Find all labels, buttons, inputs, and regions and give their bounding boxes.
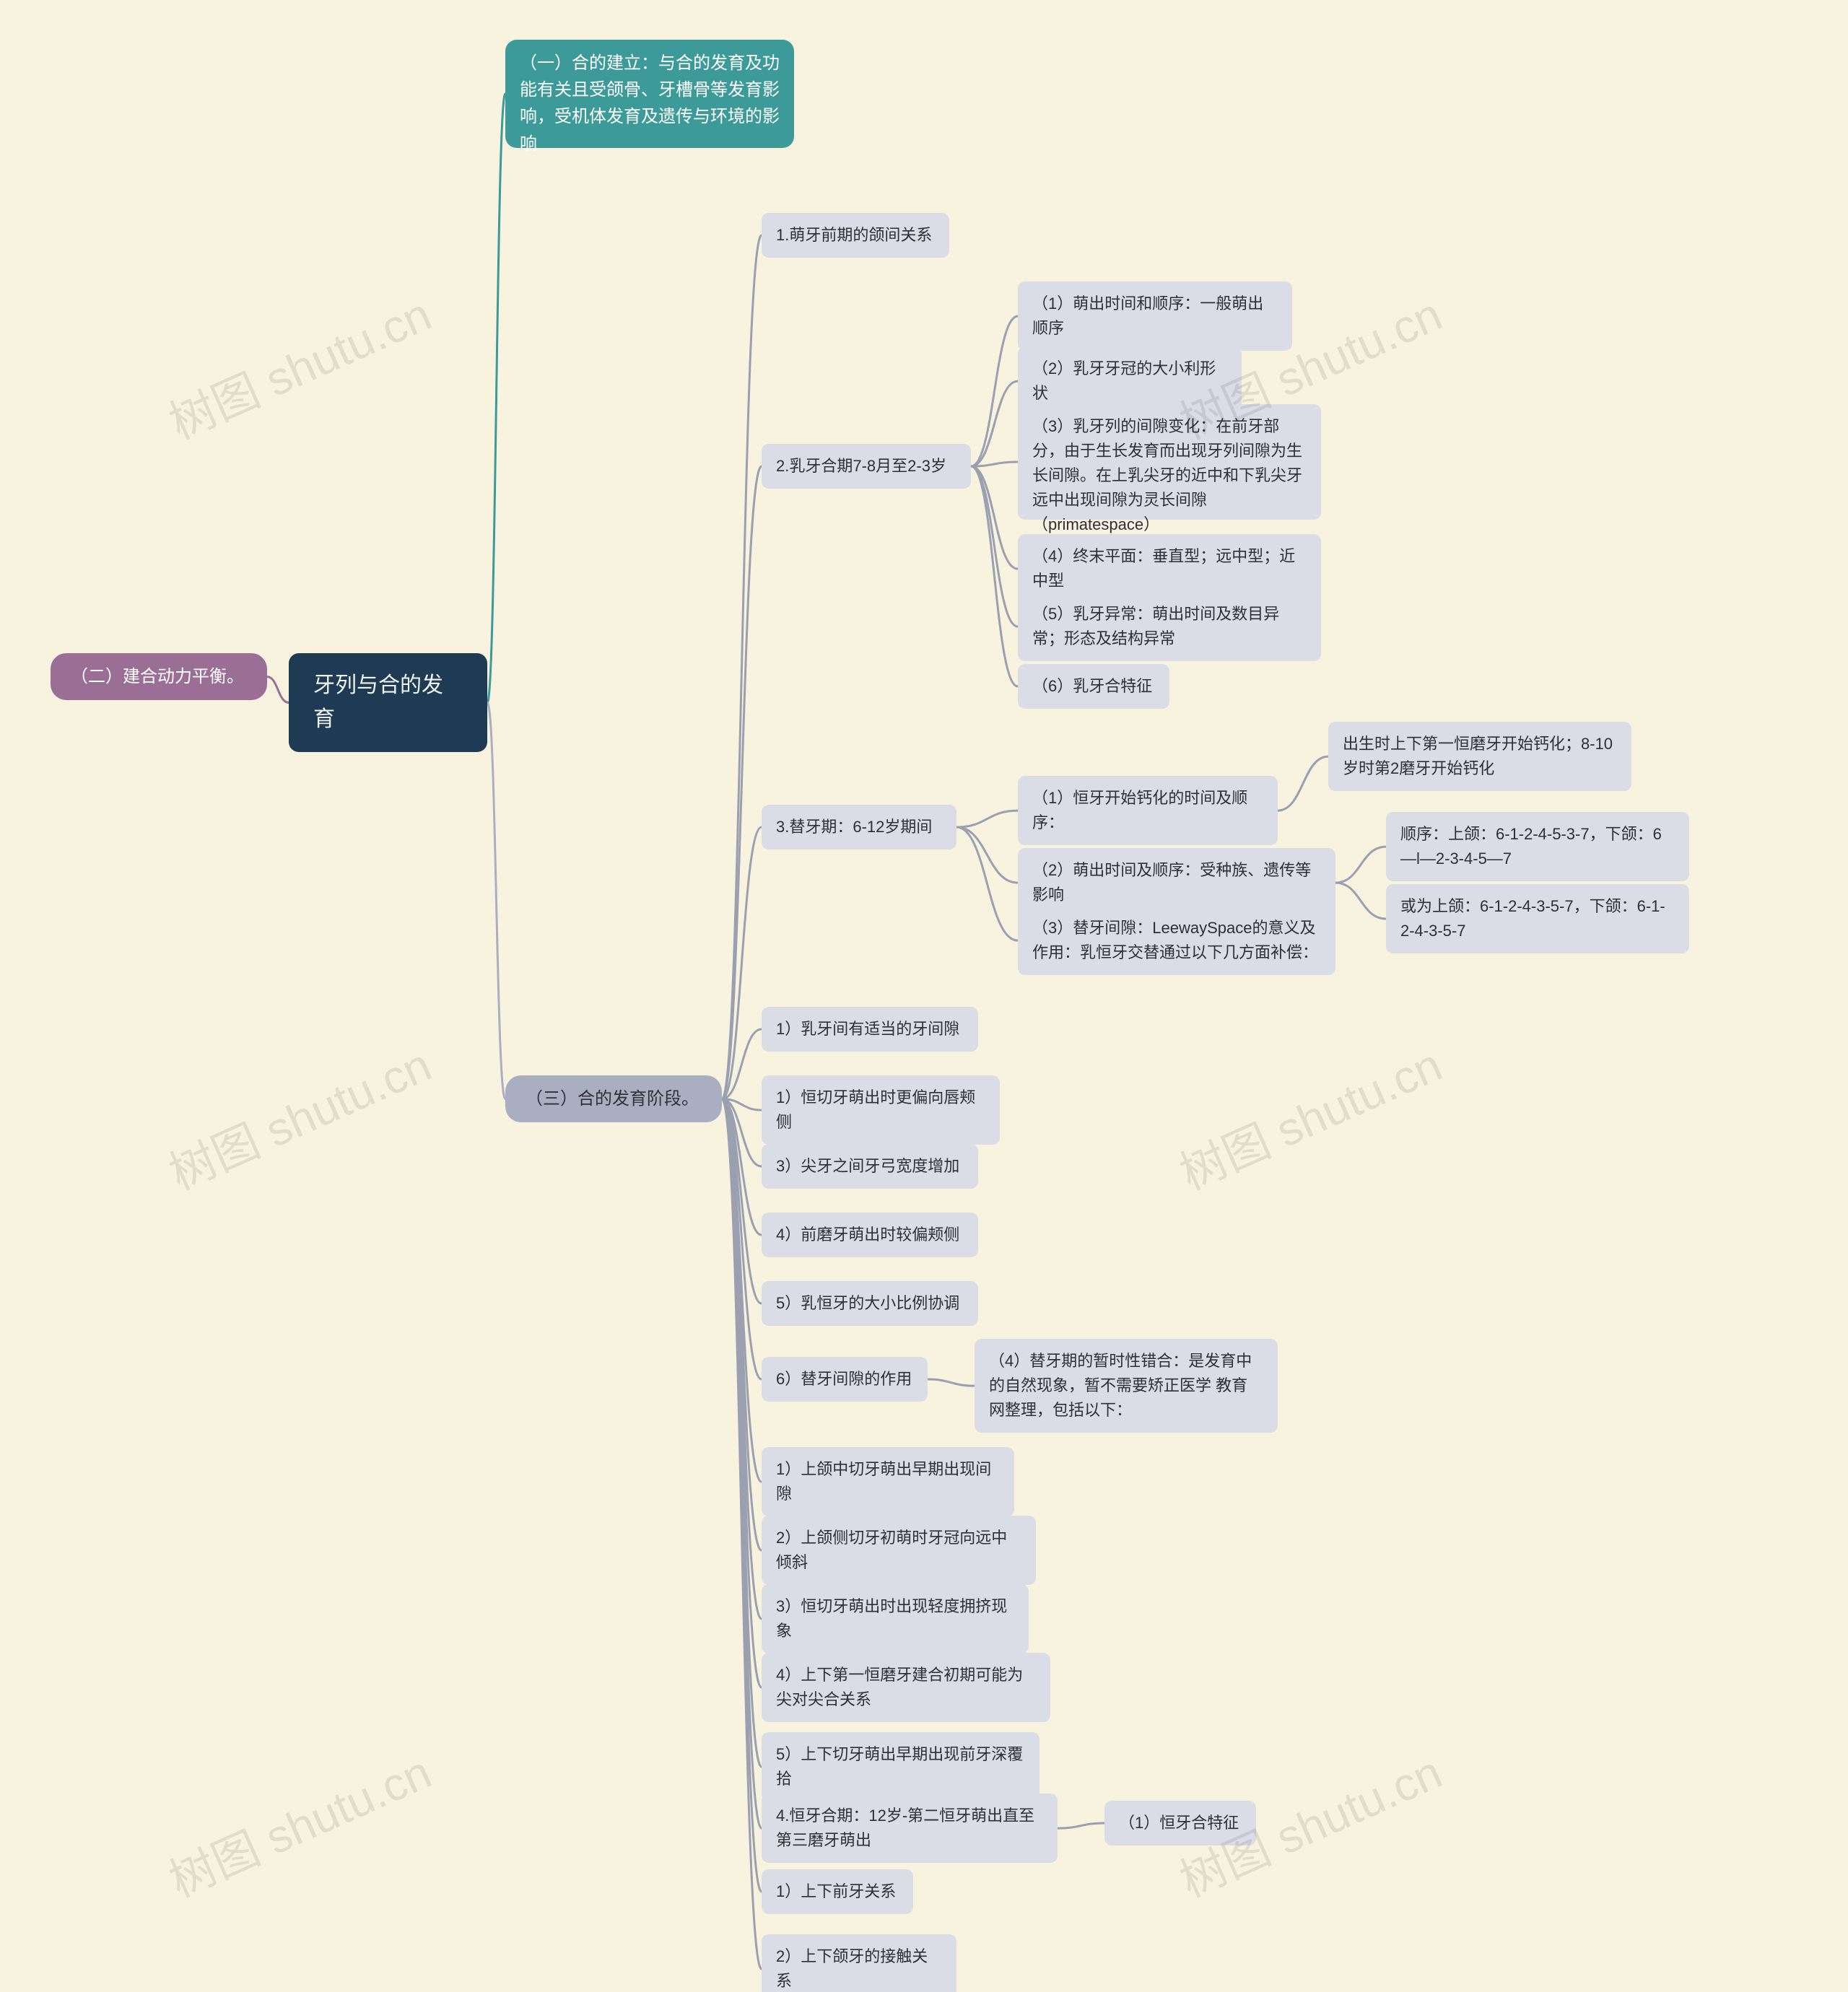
connector: [1335, 847, 1386, 883]
node-c10: 1）上颌中切牙萌出早期出现间隙: [762, 1447, 1014, 1516]
connector: [971, 381, 1018, 466]
node-c17: 2）上下颌牙的接触关系: [762, 1934, 956, 1992]
connector: [722, 1029, 762, 1099]
connector: [971, 316, 1018, 466]
node-c11: 2）上颌侧切牙初萌时牙冠向远中倾斜: [762, 1516, 1036, 1585]
connector: [722, 1099, 762, 1768]
connector: [928, 1379, 975, 1386]
connector: [722, 235, 762, 1099]
connector: [722, 1099, 762, 1111]
connector: [722, 1099, 762, 1829]
connector: [1335, 883, 1386, 919]
connector: [722, 827, 762, 1099]
node-c8: 5）乳恒牙的大小比例协调: [762, 1281, 978, 1326]
connector: [1058, 1823, 1104, 1828]
node-d9: （3）替牙间隙：LeewaySpace的意义及作用：乳恒牙交替通过以下几方面补偿…: [1018, 906, 1335, 975]
node-e1: 出生时上下第一恒磨牙开始钙化；8-10岁时第2磨牙开始钙化: [1328, 722, 1631, 791]
node-c3: 3.替牙期：6-12岁期间: [762, 805, 956, 849]
connector: [722, 1099, 762, 1620]
connector: [971, 466, 1018, 569]
root-node: 牙列与合的发育: [289, 653, 487, 752]
node-c15: 4.恒牙合期：12岁-第二恒牙萌出直至第三磨牙萌出: [762, 1794, 1058, 1863]
connector: [1278, 756, 1328, 811]
node-d3: （3）乳牙列的间隙变化：在前牙部分，由于生长发育而出现牙列间隙为生长间隙。在上乳…: [1018, 404, 1321, 520]
node-e2: 顺序：上颌：6-1-2-4-5-3-7，下颌：6—l—2-3-4-5—7: [1386, 812, 1689, 881]
connector: [722, 1099, 762, 1892]
connector: [722, 1099, 762, 1235]
branch-b2: （二）建合动力平衡。: [51, 653, 267, 700]
node-d7: （1）恒牙开始钙化的时间及顺序：: [1018, 776, 1278, 845]
node-c1: 1.萌牙前期的颌间关系: [762, 213, 949, 258]
node-e3: 或为上颌：6-1-2-4-3-5-7，下颌：6-1-2-4-3-5-7: [1386, 884, 1689, 953]
node-c2: 2.乳牙合期7-8月至2-3岁: [762, 444, 971, 489]
node-c13: 4）上下第一恒磨牙建合初期可能为尖对尖合关系: [762, 1653, 1050, 1722]
watermark: 树图 shutu.cn: [157, 278, 440, 453]
connector: [722, 466, 762, 1099]
connector: [487, 94, 505, 703]
connector: [722, 1099, 762, 1303]
node-d5: （5）乳牙异常：萌出时间及数目异常；形态及结构异常: [1018, 592, 1321, 661]
connector: [722, 1099, 762, 1166]
branch-b3: （三）合的发育阶段。: [505, 1075, 722, 1122]
node-d6: （6）乳牙合特征: [1018, 664, 1169, 709]
watermark: 树图 shutu.cn: [157, 1028, 440, 1203]
connector: [956, 811, 1018, 827]
connector: [971, 462, 1018, 466]
node-d1: （1）萌出时间和顺序：一般萌出顺序: [1018, 281, 1292, 351]
node-d10: （4）替牙期的暂时性错合：是发育中的自然现象，暂不需要矫正医学 教育网整理，包括…: [975, 1339, 1278, 1433]
connector: [971, 466, 1018, 626]
connector: [722, 1099, 762, 1688]
connector: [722, 1099, 762, 1379]
node-c6: 3）尖牙之间牙弓宽度增加: [762, 1144, 978, 1189]
watermark: 树图 shutu.cn: [1168, 1028, 1451, 1203]
node-d11: （1）恒牙合特征: [1104, 1801, 1256, 1845]
node-c12: 3）恒切牙萌出时出现轻度拥挤现象: [762, 1584, 1029, 1654]
node-c5: 1）恒切牙萌出时更偏向唇颊侧: [762, 1075, 1000, 1145]
node-c16: 1）上下前牙关系: [762, 1869, 913, 1914]
node-c9: 6）替牙间隙的作用: [762, 1357, 928, 1402]
node-c4: 1）乳牙间有适当的牙间隙: [762, 1007, 978, 1052]
connector: [487, 703, 505, 1099]
connector: [722, 1099, 762, 1482]
watermark: 树图 shutu.cn: [157, 1736, 440, 1910]
connector: [722, 1099, 762, 1970]
connector: [722, 1099, 762, 1551]
connector: [971, 466, 1018, 686]
connector: [956, 827, 1018, 883]
connector: [956, 827, 1018, 940]
branch-b1: （一）合的建立：与合的发育及功能有关且受颌骨、牙槽骨等发育影响，受机体发育及遗传…: [505, 40, 794, 148]
connector: [267, 677, 289, 703]
node-c14: 5）上下切牙萌出早期出现前牙深覆拾: [762, 1732, 1040, 1801]
node-c7: 4）前磨牙萌出时较偏颊侧: [762, 1213, 978, 1257]
